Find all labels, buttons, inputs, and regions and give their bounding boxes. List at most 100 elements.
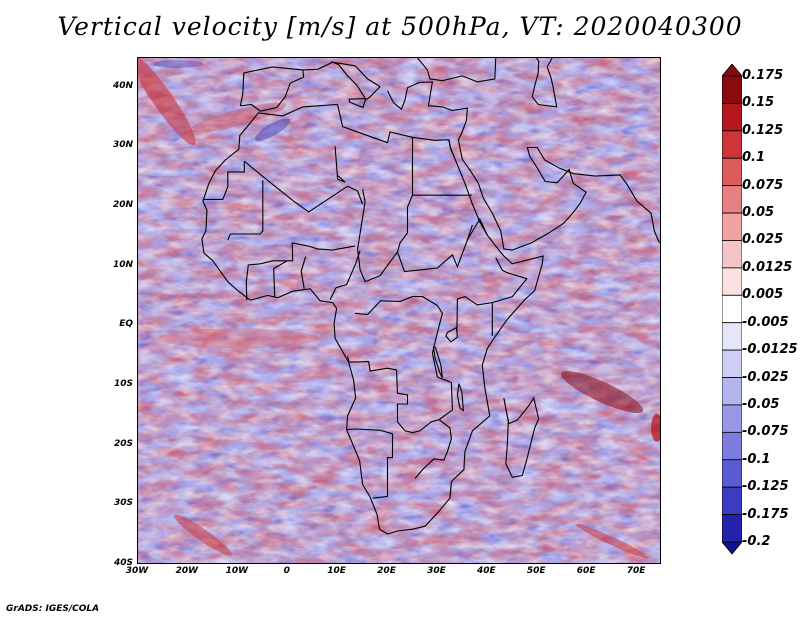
colorbar-level-label: -0.025 — [742, 369, 789, 385]
italy-coastline — [302, 61, 381, 101]
lon-tick-label: 10W — [225, 566, 249, 576]
colorbar-level-label: 0.15 — [742, 95, 775, 111]
colorbar-min-arrow — [722, 541, 742, 555]
lon-tick-label: 30W — [125, 566, 149, 576]
country-border — [329, 250, 361, 300]
lat-tick-label: 20N — [112, 200, 133, 211]
lat-tick-label: 40N — [112, 80, 133, 91]
colorbar-level-label: 0.125 — [742, 122, 784, 138]
iberia-coastline — [239, 66, 305, 112]
country-border — [492, 257, 528, 304]
country-border — [227, 180, 264, 241]
colorbar-level-label: -0.0125 — [742, 342, 798, 358]
colorbar-swatch — [722, 404, 742, 433]
suez-border — [448, 139, 455, 158]
lat-tick-label: 30S — [113, 498, 133, 509]
field-neutral-texture — [138, 58, 660, 563]
country-border — [414, 419, 452, 479]
country-border — [300, 256, 307, 289]
sicily-coastline — [348, 98, 367, 109]
colorbar-swatch — [722, 431, 742, 461]
rising-streak-southeast — [575, 523, 649, 559]
country-border — [334, 146, 346, 183]
lon-tick-label: 20E — [377, 566, 396, 576]
lat-tick-label: 10S — [113, 379, 133, 390]
arabia-asia-coastline — [387, 81, 660, 251]
lat-tick-label: 30N — [112, 140, 133, 151]
colorbar-swatch — [722, 130, 742, 159]
colorbar-max-arrow — [722, 64, 742, 77]
colorbar-level-label: -0.05 — [742, 396, 780, 412]
sinking-streak-atlas — [255, 118, 291, 141]
lon-tick-label: 10E — [327, 566, 346, 576]
rising-streak-southwest — [174, 514, 232, 556]
lon-tick-label: 40E — [476, 566, 496, 576]
colorbar-swatch — [722, 459, 742, 488]
colorbar-swatch — [722, 486, 742, 515]
colorbar-swatch — [722, 75, 742, 104]
country-border — [202, 161, 245, 200]
africa-coastline — [201, 103, 544, 535]
colorbar-swatch — [722, 349, 742, 378]
country-border — [260, 242, 356, 265]
lat-tick-label: EQ — [119, 319, 133, 330]
rising-band-equatorial — [157, 328, 318, 349]
country-border — [243, 160, 364, 213]
colorbar-swatch — [722, 157, 742, 187]
colorbar-level-label: 0.075 — [742, 177, 784, 193]
country-border — [396, 194, 473, 273]
lon-tick-label: 70E — [626, 566, 646, 576]
country-border — [357, 189, 398, 283]
colorbar-swatch — [722, 267, 742, 296]
colorbar-swatch — [722, 103, 742, 132]
rising-core-east — [651, 413, 660, 442]
colorbar-swatch — [722, 322, 742, 351]
grads-credit: GrADS: IGES/COLA — [6, 604, 100, 614]
colorbar-level-label: 0.1 — [742, 150, 766, 166]
madagascar-coastline — [503, 396, 540, 478]
colorbar-level-label: 0.0125 — [742, 259, 793, 275]
country-border — [466, 217, 488, 241]
colorbar-level-label: 0.025 — [742, 232, 784, 248]
lon-tick-label: 0 — [283, 566, 290, 576]
vertical-velocity-field — [138, 58, 660, 563]
colorbar-level-label: -0.005 — [742, 314, 789, 330]
strong-features — [138, 58, 660, 559]
colorbar — [722, 64, 742, 555]
lat-tick-label: 20S — [113, 438, 133, 449]
lon-tick-label: 30E — [427, 566, 446, 576]
lon-tick-label: 50E — [526, 566, 546, 576]
lat-tick-label: 40S — [113, 558, 133, 568]
lon-tick-label: 60E — [576, 566, 596, 576]
colorbar-level-label: 0.175 — [742, 68, 784, 83]
colorbar-level-label: 0.05 — [742, 205, 775, 221]
lake-tanganyika — [432, 346, 443, 378]
lon-tick-label: 20W — [175, 566, 199, 576]
colorbar-level-label: -0.1 — [742, 451, 771, 467]
colorbar-swatch — [722, 294, 742, 324]
country-border — [346, 428, 394, 499]
country-border — [355, 296, 443, 378]
sinking-streak-north — [152, 59, 203, 68]
rising-streak-northwest — [138, 58, 196, 146]
rising-streak-indian-ocean — [561, 370, 644, 414]
country-border — [245, 263, 261, 301]
colorbar-level-label: -0.125 — [742, 479, 789, 495]
lat-tick-label: 10N — [112, 259, 133, 270]
colorbar-level-label: 0.005 — [742, 287, 784, 303]
lake-malawi — [456, 383, 465, 412]
colorbar-level-label: -0.175 — [742, 506, 789, 522]
map-panel — [137, 57, 661, 564]
caspian-coast — [522, 58, 558, 108]
country-border — [347, 356, 413, 434]
colorbar-level-label: -0.075 — [742, 424, 789, 440]
rising-band-north-africa — [189, 102, 287, 133]
colorbar-swatch — [722, 185, 742, 214]
black-sea-coast — [417, 58, 497, 83]
colorbar-swatch — [722, 514, 742, 543]
country-border — [456, 295, 493, 336]
colorbar-swatch — [722, 212, 742, 241]
colorbar-swatch — [722, 240, 742, 269]
colorbar-level-label: -0.2 — [742, 534, 771, 549]
map-title: Vertical velocity [m/s] at 500hPa, VT: 2… — [57, 12, 743, 41]
